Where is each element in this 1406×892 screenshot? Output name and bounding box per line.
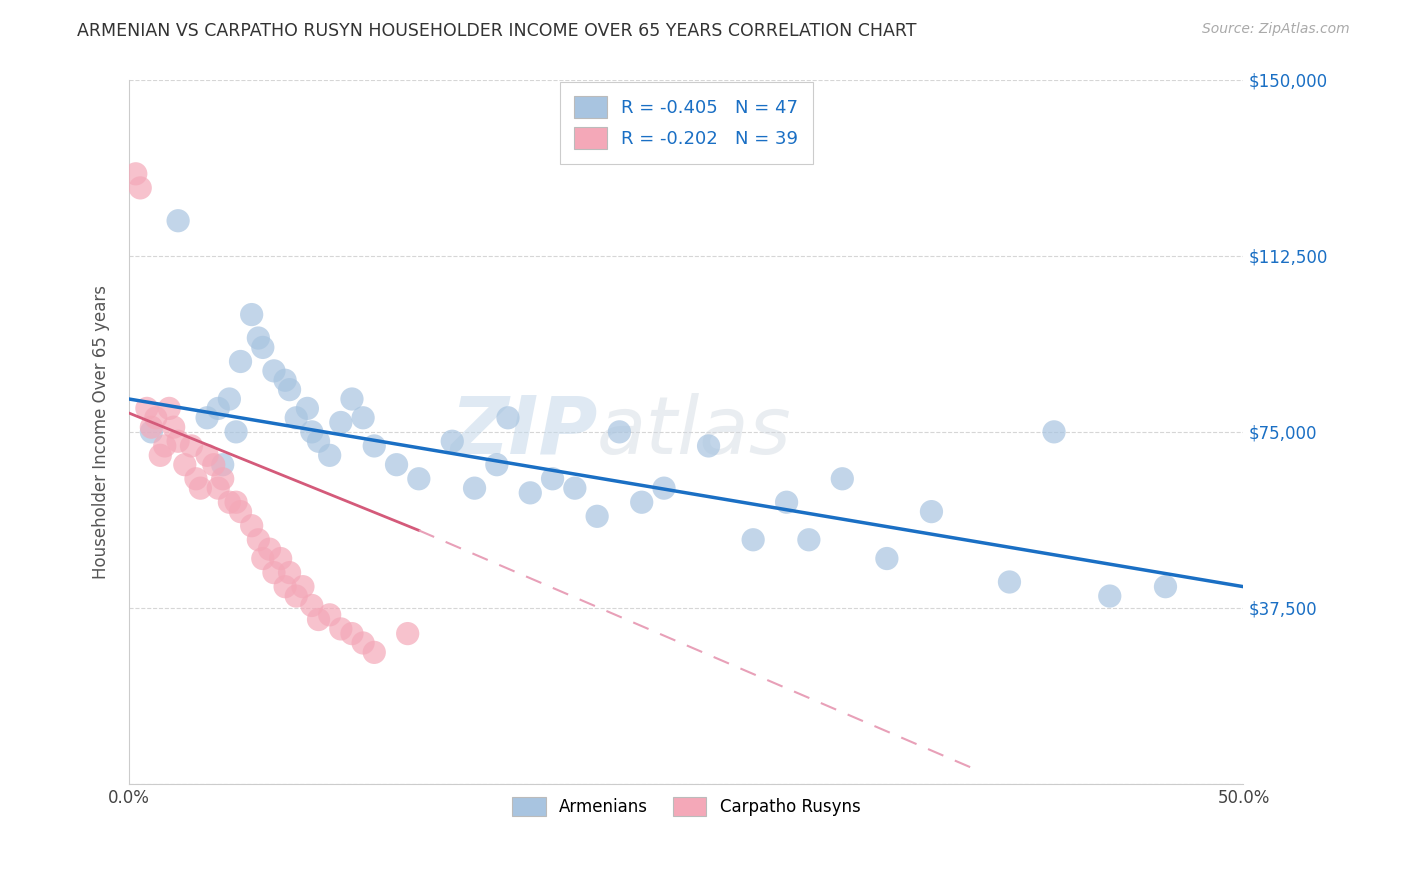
Point: [229, 505, 252, 519]
Point: [329, 622, 352, 636]
Point: [329, 416, 352, 430]
Point: [184, 472, 207, 486]
Point: [775, 495, 797, 509]
Point: [240, 518, 263, 533]
Point: [541, 472, 564, 486]
Legend: Armenians, Carpatho Rusyns: Armenians, Carpatho Rusyns: [503, 789, 869, 825]
Point: [190, 481, 212, 495]
Point: [1098, 589, 1121, 603]
Point: [270, 551, 292, 566]
Point: [153, 439, 176, 453]
Point: [145, 410, 167, 425]
Point: [308, 434, 330, 449]
Point: [1043, 425, 1066, 439]
Point: [157, 401, 180, 416]
Point: [247, 533, 270, 547]
Text: ZIP: ZIP: [450, 392, 598, 471]
Point: [167, 434, 190, 449]
Point: [441, 434, 464, 449]
Point: [920, 505, 942, 519]
Point: [352, 410, 374, 425]
Point: [464, 481, 486, 495]
Point: [519, 486, 541, 500]
Point: [308, 613, 330, 627]
Point: [1154, 580, 1177, 594]
Point: [207, 481, 229, 495]
Point: [240, 308, 263, 322]
Point: [340, 392, 363, 406]
Point: [207, 401, 229, 416]
Point: [385, 458, 408, 472]
Point: [218, 495, 240, 509]
Point: [141, 420, 163, 434]
Point: [697, 439, 720, 453]
Point: [831, 472, 853, 486]
Text: Source: ZipAtlas.com: Source: ZipAtlas.com: [1202, 22, 1350, 37]
Point: [301, 599, 323, 613]
Point: [998, 574, 1021, 589]
Point: [274, 580, 297, 594]
Point: [630, 495, 652, 509]
Point: [652, 481, 675, 495]
Point: [252, 340, 274, 354]
Point: [129, 181, 152, 195]
Point: [496, 410, 519, 425]
Point: [363, 645, 385, 659]
Point: [609, 425, 631, 439]
Point: [195, 448, 218, 462]
Point: [263, 364, 285, 378]
Point: [363, 439, 385, 453]
Point: [274, 373, 297, 387]
Point: [285, 410, 308, 425]
Point: [125, 167, 148, 181]
Point: [135, 401, 157, 416]
Point: [876, 551, 898, 566]
Point: [149, 448, 172, 462]
Point: [195, 410, 218, 425]
Point: [218, 392, 240, 406]
Point: [141, 425, 163, 439]
Point: [291, 580, 314, 594]
Point: [485, 458, 508, 472]
Point: [586, 509, 609, 524]
Point: [225, 495, 247, 509]
Point: [297, 401, 319, 416]
Point: [225, 425, 247, 439]
Point: [564, 481, 586, 495]
Point: [202, 458, 225, 472]
Point: [797, 533, 820, 547]
Point: [318, 607, 340, 622]
Point: [352, 636, 374, 650]
Text: ARMENIAN VS CARPATHO RUSYN HOUSEHOLDER INCOME OVER 65 YEARS CORRELATION CHART: ARMENIAN VS CARPATHO RUSYN HOUSEHOLDER I…: [77, 22, 917, 40]
Point: [180, 439, 202, 453]
Point: [278, 383, 301, 397]
Point: [247, 331, 270, 345]
Point: [263, 566, 285, 580]
Point: [173, 458, 195, 472]
Point: [340, 626, 363, 640]
Point: [285, 589, 308, 603]
Point: [229, 354, 252, 368]
Y-axis label: Householder Income Over 65 years: Householder Income Over 65 years: [93, 285, 110, 579]
Point: [318, 448, 340, 462]
Point: [163, 420, 186, 434]
Point: [742, 533, 765, 547]
Point: [167, 213, 190, 227]
Point: [301, 425, 323, 439]
Point: [211, 458, 233, 472]
Point: [252, 551, 274, 566]
Point: [259, 542, 281, 557]
Point: [211, 472, 233, 486]
Point: [408, 472, 430, 486]
Point: [396, 626, 419, 640]
Text: atlas: atlas: [598, 392, 792, 471]
Point: [278, 566, 301, 580]
